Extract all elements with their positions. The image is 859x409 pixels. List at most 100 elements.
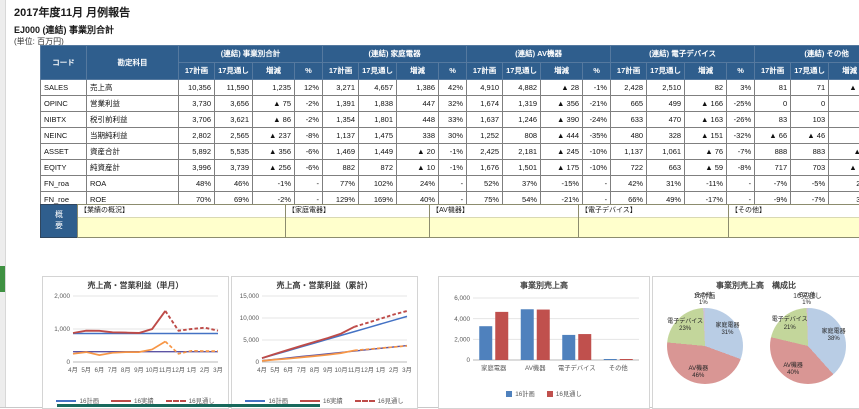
value-cell[interactable]: -2% [295,96,323,112]
code-cell[interactable]: ASSET [41,144,87,160]
value-cell[interactable]: 3,621 [215,112,253,128]
value-cell[interactable]: 722 [611,160,647,176]
value-cell[interactable]: ▲ 245 [541,144,583,160]
value-cell[interactable]: 102% [359,176,397,192]
value-cell[interactable]: 46% [215,176,253,192]
value-cell[interactable]: 103 [791,112,829,128]
value-cell[interactable]: 1,235 [253,80,295,96]
value-cell[interactable]: 1,252 [467,128,503,144]
value-cell[interactable]: 3,656 [215,96,253,112]
value-cell[interactable]: 1,637 [467,112,503,128]
value-cell[interactable]: 71 [791,80,829,96]
value-cell[interactable]: 2,181 [503,144,541,160]
value-cell[interactable]: 717 [755,160,791,176]
value-cell[interactable]: 0 [755,96,791,112]
value-cell[interactable]: 52% [467,176,503,192]
sub-column-header[interactable]: 17計画 [755,63,791,80]
value-cell[interactable]: 1,501 [503,160,541,176]
value-cell[interactable]: 2,428 [611,80,647,96]
value-cell[interactable]: - [727,176,755,192]
value-cell[interactable]: 1,475 [359,128,397,144]
account-cell[interactable]: ROA [87,176,179,192]
value-cell[interactable]: 82 [685,80,727,96]
value-cell[interactable]: 12% [295,80,323,96]
value-cell[interactable]: 882 [323,160,359,176]
value-cell[interactable]: 1,061 [647,144,685,160]
value-cell[interactable]: 3,739 [215,160,253,176]
value-cell[interactable]: ▲ 5 [829,144,859,160]
value-cell[interactable]: ▲ 66 [755,128,791,144]
value-cell[interactable]: 5,535 [215,144,253,160]
value-cell[interactable]: ▲ 10 [829,80,859,96]
value-cell[interactable]: -10% [583,144,611,160]
value-cell[interactable]: 883 [791,144,829,160]
value-cell[interactable]: 2,510 [647,80,685,96]
value-cell[interactable]: 1,469 [323,144,359,160]
account-column-header[interactable]: 勘定科目 [87,46,179,80]
value-cell[interactable]: ▲ 20 [397,144,439,160]
value-cell[interactable]: ▲ 175 [541,160,583,176]
value-cell[interactable]: 480 [611,128,647,144]
value-cell[interactable]: -6% [295,144,323,160]
value-cell[interactable]: ▲ 13 [829,160,859,176]
code-cell[interactable]: NEINC [41,128,87,144]
value-cell[interactable]: 808 [503,128,541,144]
value-cell[interactable]: 499 [647,96,685,112]
value-cell[interactable]: 338 [397,128,439,144]
account-cell[interactable]: 売上高 [87,80,179,96]
summary-box[interactable]: 【その他】 [728,204,859,238]
sub-column-header[interactable]: 17見通し [647,63,685,80]
value-cell[interactable]: 3,730 [179,96,215,112]
value-cell[interactable]: ▲ 390 [541,112,583,128]
value-cell[interactable]: ▲ 237 [253,128,295,144]
financial-table[interactable]: コード勘定科目(連結) 事業別合計(連結) 家庭電器(連結) AV機器(連結) … [40,45,859,208]
value-cell[interactable]: -26% [727,112,755,128]
value-cell[interactable]: 703 [791,160,829,176]
value-cell[interactable]: 470 [647,112,685,128]
sub-column-header[interactable]: 17計画 [611,63,647,80]
value-cell[interactable]: 11,590 [215,80,253,96]
sub-column-header[interactable]: 17見通し [215,63,253,80]
value-cell[interactable]: ▲ 166 [685,96,727,112]
sub-column-header[interactable]: 17見通し [359,63,397,80]
value-cell[interactable]: ▲ 46 [791,128,829,144]
value-cell[interactable]: -8% [727,160,755,176]
value-cell[interactable]: 5,892 [179,144,215,160]
value-cell[interactable]: ▲ 163 [685,112,727,128]
value-cell[interactable]: 1,386 [397,80,439,96]
account-cell[interactable]: 当期純利益 [87,128,179,144]
code-cell[interactable]: SALES [41,80,87,96]
sub-column-header[interactable]: 17見通し [791,63,829,80]
value-cell[interactable]: -8% [295,128,323,144]
value-cell[interactable]: 24% [397,176,439,192]
value-cell[interactable]: 3,996 [179,160,215,176]
value-cell[interactable]: ▲ 256 [253,160,295,176]
sub-column-header[interactable]: 増減 [397,63,439,80]
value-cell[interactable]: 1,319 [503,96,541,112]
value-cell[interactable]: 663 [647,160,685,176]
value-cell[interactable]: 31% [647,176,685,192]
value-cell[interactable]: 633 [611,112,647,128]
value-cell[interactable]: 1,838 [359,96,397,112]
code-cell[interactable]: OPINC [41,96,87,112]
value-cell[interactable]: 1,137 [323,128,359,144]
group-header[interactable]: (連結) 電子デバイス [611,46,755,63]
value-cell[interactable]: 1,449 [359,144,397,160]
value-cell[interactable]: 32% [439,96,467,112]
summary-box[interactable]: 【電子デバイス】 [578,204,729,238]
value-cell[interactable]: 1,246 [503,112,541,128]
value-cell[interactable]: 872 [359,160,397,176]
sub-column-header[interactable]: 増減 [685,63,727,80]
value-cell[interactable]: -1% [439,144,467,160]
code-cell[interactable]: EQITY [41,160,87,176]
value-cell[interactable]: 37% [503,176,541,192]
value-cell[interactable]: 3,706 [179,112,215,128]
code-cell[interactable]: FN_roa [41,176,87,192]
value-cell[interactable]: 4,657 [359,80,397,96]
value-cell[interactable]: 1,801 [359,112,397,128]
value-cell[interactable]: 20 [829,128,859,144]
summary-box[interactable]: 【家庭電器】 [285,204,430,238]
